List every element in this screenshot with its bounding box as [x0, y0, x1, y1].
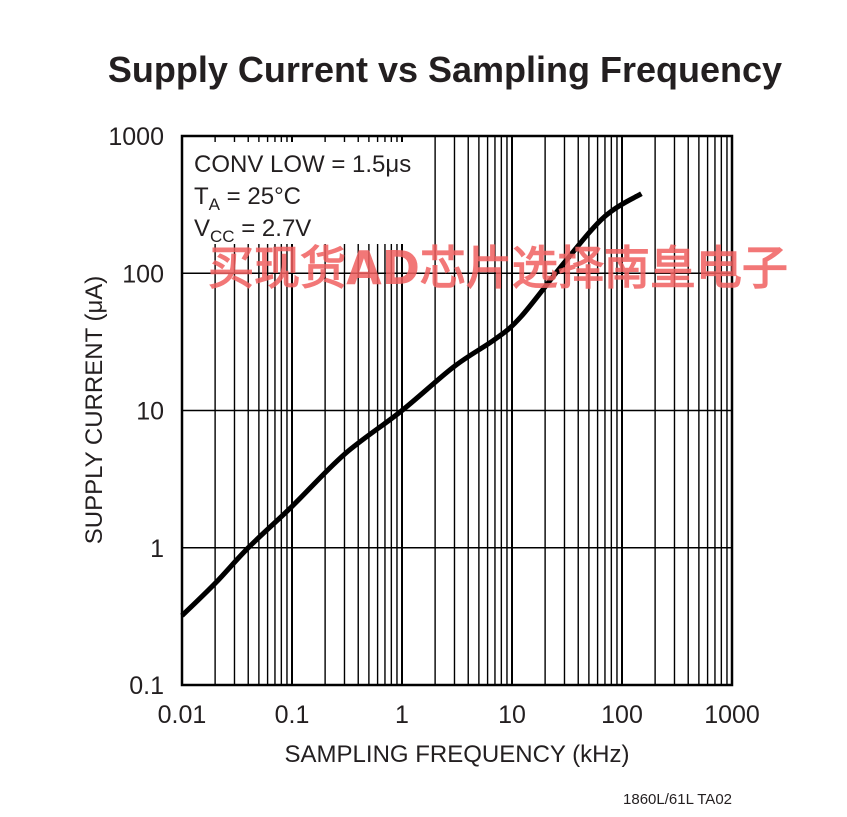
y-tick-label: 100	[122, 260, 164, 288]
annotation: CONV LOW = 1.5μs TA = 25°C VCC = 2.7V	[188, 142, 433, 246]
annotation-vcc: VCC = 2.7V	[194, 215, 311, 246]
x-tick-label: 1000	[704, 701, 760, 729]
x-axis-label: SAMPLING FREQUENCY (kHz)	[285, 741, 630, 768]
plot-frame	[180, 134, 734, 687]
figure-code: 1860L/61L TA02	[623, 791, 732, 808]
annotation-conv-low: CONV LOW = 1.5μs	[194, 151, 411, 178]
series-line	[180, 191, 643, 618]
watermark: 买现货AD芯片选择南皇电子	[208, 241, 788, 295]
y-tick-label: 10	[136, 398, 164, 426]
x-tick-label: 1	[395, 701, 409, 729]
annotation-temperature: TA = 25°C	[194, 183, 301, 214]
y-tick-labels: 0.1 1 10 100 1000	[108, 123, 164, 700]
y-tick-label: 1	[150, 535, 164, 563]
y-tick-label: 1000	[108, 123, 164, 151]
x-tick-label: 10	[498, 701, 526, 729]
x-tick-labels: 0.01 0.1 1 10 100 1000	[158, 701, 760, 729]
x-tick-label: 0.01	[158, 701, 207, 729]
y-axis-label: SUPPLY CURRENT (μA)	[81, 276, 108, 545]
chart-title: Supply Current vs Sampling Frequency	[108, 49, 782, 90]
x-tick-label: 0.1	[275, 701, 310, 729]
y-tick-label: 0.1	[129, 672, 164, 700]
annotation-background	[188, 142, 433, 244]
x-tick-label: 100	[601, 701, 643, 729]
